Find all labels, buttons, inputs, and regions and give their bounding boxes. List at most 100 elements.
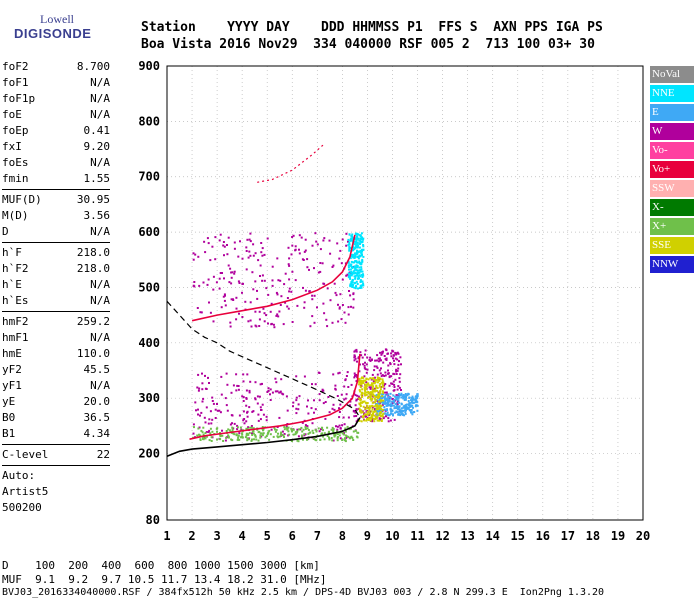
echo-point xyxy=(347,264,350,267)
echo-point xyxy=(372,378,375,381)
echo-point xyxy=(205,431,208,433)
echo-point xyxy=(387,393,390,396)
echo-point xyxy=(393,363,396,366)
echo-point xyxy=(297,435,300,438)
echo-point xyxy=(343,311,346,314)
echo-point xyxy=(396,369,399,372)
echo-point xyxy=(333,282,336,285)
echo-point xyxy=(375,408,378,411)
param-row: M(D) 3.56 xyxy=(2,208,110,224)
param-value: N/A xyxy=(90,331,110,344)
echo-point xyxy=(336,242,339,245)
echo-point xyxy=(397,367,400,370)
echo-point xyxy=(381,378,384,381)
echo-point xyxy=(370,384,373,387)
echo-point xyxy=(398,360,400,363)
echo-point xyxy=(218,409,221,412)
echo-point xyxy=(354,349,357,352)
echo-point xyxy=(249,240,252,243)
echo-point xyxy=(399,373,402,376)
echo-point xyxy=(254,280,257,283)
echo-point xyxy=(390,410,393,413)
echo-point xyxy=(355,350,358,353)
echo-point xyxy=(364,415,367,418)
legend-item: SSE xyxy=(650,237,694,254)
echo-point xyxy=(354,247,356,250)
echo-point xyxy=(358,274,361,277)
echo-point xyxy=(369,377,372,380)
echo-point xyxy=(360,266,363,269)
echo-point xyxy=(362,244,365,246)
echo-point xyxy=(349,263,352,266)
echo-point xyxy=(209,432,212,435)
echo-point xyxy=(306,427,309,430)
echo-point xyxy=(332,264,335,267)
echo-point xyxy=(312,437,315,440)
echo-point xyxy=(409,409,412,412)
echo-point xyxy=(372,385,375,388)
echo-point xyxy=(349,283,352,286)
legend-item: NNE xyxy=(650,85,694,102)
echo-point xyxy=(350,427,352,430)
echo-point xyxy=(377,396,380,399)
echo-point xyxy=(368,392,371,395)
echo-point xyxy=(379,395,382,398)
echo-point xyxy=(256,402,259,405)
echo-point xyxy=(296,304,299,307)
echo-point xyxy=(294,249,297,252)
echo-point xyxy=(351,238,354,241)
echo-point xyxy=(235,434,238,437)
echo-point xyxy=(224,439,227,442)
param-key: foEp xyxy=(2,124,29,137)
echo-point xyxy=(204,421,207,424)
echo-point xyxy=(351,272,354,274)
echo-point xyxy=(269,393,271,396)
echo-point xyxy=(361,411,364,414)
distance-scale-row: D 100 200 400 600 800 1000 1500 3000 [km… xyxy=(2,559,320,572)
echo-point xyxy=(202,436,205,439)
param-key: B0 xyxy=(2,411,16,424)
echo-point xyxy=(298,395,301,398)
echo-point xyxy=(198,387,201,390)
echo-point xyxy=(311,294,314,297)
echo-point xyxy=(362,282,365,285)
echo-point xyxy=(396,411,399,414)
echo-point xyxy=(298,234,301,237)
echo-point xyxy=(282,434,285,437)
echo-point xyxy=(273,426,276,429)
param-value: 0.41 xyxy=(83,124,111,137)
echo-point xyxy=(215,281,218,284)
echo-point xyxy=(323,312,326,315)
echo-point xyxy=(286,297,289,299)
echo-point xyxy=(357,380,360,383)
echo-point xyxy=(361,415,364,418)
echo-point xyxy=(350,237,353,240)
echo-point xyxy=(392,404,395,407)
echo-point xyxy=(316,306,318,309)
echo-point xyxy=(361,258,364,261)
echo-point xyxy=(306,258,309,261)
echo-point xyxy=(367,391,370,393)
y-tick-label: 700 xyxy=(138,170,160,184)
echo-point xyxy=(412,398,415,401)
x-tick-label: 14 xyxy=(485,529,499,543)
echo-point xyxy=(392,350,395,353)
echo-point xyxy=(350,305,352,308)
echo-point xyxy=(353,266,356,269)
echo-point xyxy=(375,359,378,362)
echo-point xyxy=(401,395,404,398)
param-key: h`F2 xyxy=(2,262,29,275)
echo-point xyxy=(365,402,368,405)
echo-point xyxy=(405,394,408,397)
echo-point xyxy=(311,429,314,432)
echo-point xyxy=(337,320,340,323)
echo-point xyxy=(251,434,254,436)
echo-point xyxy=(359,405,362,407)
echo-point xyxy=(345,393,348,396)
x-tick-label: 6 xyxy=(289,529,296,543)
echo-point xyxy=(252,243,255,246)
echo-point xyxy=(377,360,380,363)
echo-point xyxy=(235,296,238,299)
echo-point xyxy=(398,392,400,395)
echo-point xyxy=(391,383,394,385)
